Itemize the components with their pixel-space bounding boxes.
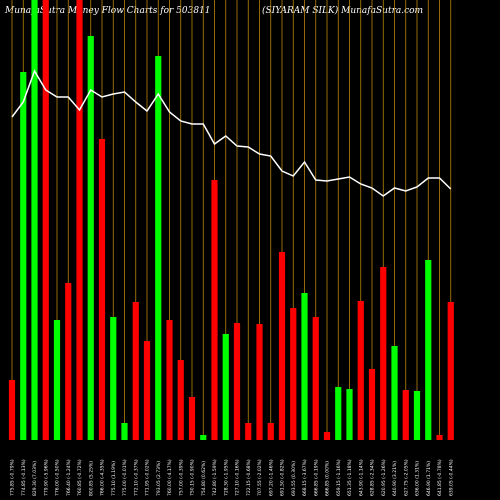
x-tick-label: 775.10 (1.19%) [111, 461, 117, 496]
x-tick-label: 639.05 (-0.44%) [448, 459, 454, 496]
bar [245, 423, 252, 440]
bar [290, 308, 297, 440]
bar [233, 323, 241, 440]
x-tick-label: 750.15 (-0.90%) [190, 459, 196, 496]
bar [8, 380, 16, 440]
x-tick-label: 793.05 (2.73%) [156, 461, 162, 496]
x-tick-label: 640.90 (3.21%) [392, 461, 398, 496]
bar [436, 435, 443, 440]
bar [425, 260, 432, 440]
x-tick-label: 775.00 (-0.01%) [122, 459, 128, 496]
x-tick-label: 641.85 (-0.78%) [437, 459, 443, 496]
x-tick-label: 760.00 (-4.17%) [167, 459, 173, 496]
x-tick-label: 766.00 (-4.35%) [100, 459, 106, 496]
bar [200, 435, 207, 440]
bar [391, 346, 398, 440]
bar [132, 302, 139, 440]
price-line [11, 69, 452, 197]
bar [76, 0, 83, 440]
bar [447, 302, 454, 440]
x-tick-label: 757.00 (-0.39%) [178, 459, 184, 496]
x-tick-label: 691.50 (-0.82%) [280, 459, 286, 496]
bar [177, 360, 184, 440]
x-tick-label: 728.30 (-1.95%) [223, 459, 229, 496]
x-tick-labels: 775.85 (-0.79%) 774.85 (-0.13%) 829.30 (7.… [10, 459, 455, 496]
bar [346, 389, 353, 440]
x-tick-label: 666.85 (-0.19%) [313, 459, 319, 496]
x-tick-label: 646.90 (1.71%) [426, 461, 432, 496]
bar [380, 267, 387, 440]
bar [278, 252, 286, 440]
x-tick-label: 771.95 (-0.02%) [145, 459, 151, 496]
bar [188, 397, 196, 440]
bar [98, 139, 106, 440]
bar [121, 423, 128, 440]
x-tick-label: 620.95 (-1.26%) [381, 459, 387, 496]
x-tick-label: 800.85 (5.25%) [88, 461, 94, 496]
x-tick-label: 668.15 (-3.67%) [302, 459, 308, 496]
bar [53, 320, 61, 440]
x-tick-label: 776.00 (-0.50%) [55, 459, 61, 496]
x-tick-label: 727.10 (-0.16%) [235, 459, 241, 496]
x-tick-label: 627.75 (-2.05%) [403, 459, 409, 496]
bar [323, 432, 331, 440]
bar [357, 301, 364, 440]
bar [211, 180, 218, 440]
bar [335, 387, 342, 440]
x-tick-label: 779.90 (-5.96%) [43, 459, 49, 496]
x-tick-label: 829.30 (7.03%) [32, 461, 38, 496]
bar [20, 72, 27, 440]
bar [166, 320, 173, 440]
bar [312, 317, 319, 440]
bar [143, 341, 151, 440]
x-tick-label: 693.55 (0.30%) [291, 461, 297, 496]
bar [31, 0, 38, 440]
bar [65, 283, 72, 440]
x-tick-label: 742.80 (-1.59%) [212, 459, 218, 496]
bar [413, 391, 421, 440]
bar [256, 324, 263, 440]
chart-title-right: (SIYARAM SILK) MunafaSutra.com [262, 5, 423, 16]
bar [87, 36, 94, 440]
bar [267, 423, 274, 440]
bar-series [8, 0, 454, 440]
x-tick-label: 628.85 (-2.34%) [370, 459, 376, 496]
x-tick-label: 707.55 (-2.02%) [257, 459, 263, 496]
x-tick-label: 659.15 (-1.16%) [336, 459, 342, 496]
x-tick-label: 772.10 (-0.37%) [133, 459, 139, 496]
x-tick-label: 636.00 (1.31%) [415, 461, 421, 496]
x-tick-label: 651.35 (-1.18%) [347, 459, 353, 496]
bar [42, 0, 49, 440]
chart-title-left: MunafaSutra Money Flow Charts for 503811 [4, 6, 211, 16]
x-tick-label: 697.20 (-1.46%) [268, 459, 274, 496]
x-tick-label: 774.85 (-0.13%) [21, 459, 27, 496]
x-tick-label: 775.85 (-0.79%) [10, 459, 16, 496]
x-tick-label: 760.85 (-0.72%) [77, 459, 83, 496]
bar [110, 317, 117, 440]
x-tick-label: 754.80 (0.62%) [201, 461, 207, 496]
x-tick-label: 722.15 (-0.68%) [246, 459, 252, 496]
bar [368, 369, 376, 440]
bar [301, 293, 308, 440]
x-tick-label: 666.85 (0.00%) [325, 461, 331, 496]
x-tick-label: 643.90 (-1.14%) [358, 459, 364, 496]
bar [222, 334, 229, 440]
bar [155, 56, 162, 440]
bar [402, 390, 409, 440]
x-tick-label: 766.40 (-1.24%) [66, 459, 72, 496]
